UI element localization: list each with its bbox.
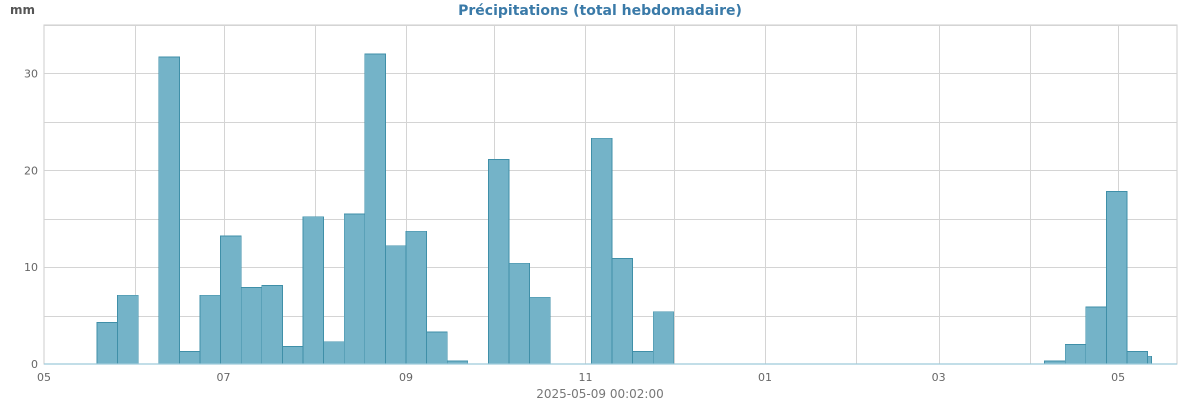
axes: 0 10 20 30 05 07 09 11 01 03 05 (24, 67, 1177, 384)
precip-bar (529, 296, 551, 365)
precip-bar (1147, 355, 1152, 365)
precip-bar (487, 159, 510, 365)
x-tick-label: 03 (932, 371, 946, 384)
precip-bar (1064, 344, 1087, 365)
precip-bar (158, 56, 180, 365)
precip-bar (426, 331, 448, 365)
precip-bar (1126, 351, 1148, 365)
timestamp-label: 2025-05-09 00:02:00 (536, 387, 663, 400)
precip-bar (652, 311, 675, 365)
precip-bar (240, 287, 263, 365)
y-tick-label: 20 (24, 164, 38, 177)
x-tick-label: 05 (37, 371, 51, 384)
precip-bar (281, 346, 304, 365)
precip-bar (178, 351, 201, 365)
precip-bar (1105, 191, 1128, 365)
precip-bar (302, 216, 324, 365)
precip-bar (117, 294, 139, 365)
precip-bar (611, 258, 633, 365)
precip-bar (590, 137, 613, 365)
precip-bar (323, 341, 345, 365)
precip-bar (508, 262, 530, 365)
precip-bar (343, 213, 366, 365)
precip-bar (384, 245, 407, 365)
y-tick-label: 30 (24, 67, 38, 80)
precip-bar (405, 230, 427, 365)
y-axis-unit-label: mm (10, 3, 35, 17)
precip-bar (261, 285, 283, 365)
precip-bar (364, 53, 386, 365)
precip-bar (1085, 306, 1107, 365)
x-tick-label: 01 (758, 371, 772, 384)
precip-bar (199, 294, 221, 365)
y-tick-label: 10 (24, 261, 38, 274)
x-tick-label: 09 (399, 371, 413, 384)
x-tick-label: 05 (1111, 371, 1125, 384)
chart-title: Précipitations (total hebdomadaire) (458, 3, 742, 19)
precip-bar (96, 321, 118, 365)
precip-bar (632, 351, 654, 365)
precip-bar (220, 235, 242, 365)
x-tick-label: 11 (578, 371, 592, 384)
x-tick-label: 07 (217, 371, 231, 384)
bars (96, 53, 1152, 365)
y-tick-label: 0 (31, 358, 38, 371)
